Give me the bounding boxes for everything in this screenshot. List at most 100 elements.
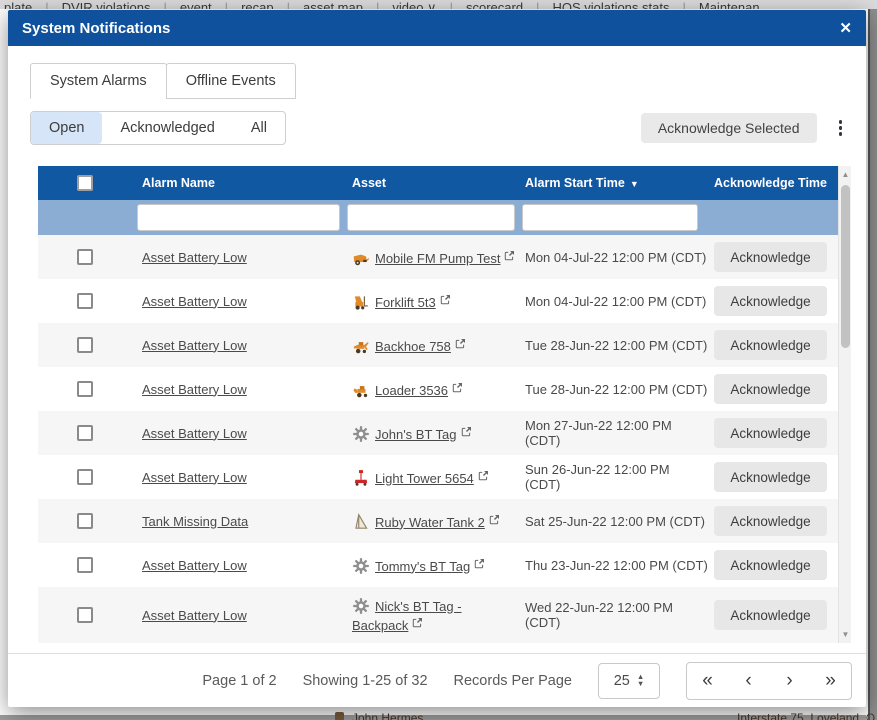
column-header-alarm-name[interactable]: Alarm Name	[142, 176, 215, 190]
select-all-checkbox[interactable]	[77, 175, 93, 191]
background-nav-item[interactable]: DVIR violations	[61, 0, 151, 9]
asset-link[interactable]: John's BT Tag	[375, 426, 457, 442]
background-nav-item[interactable]: plate	[4, 0, 33, 9]
alarm-name-link[interactable]: Asset Battery Low	[142, 337, 247, 353]
row-checkbox[interactable]	[77, 425, 93, 441]
filter-open[interactable]: Open	[31, 112, 103, 144]
backhoe-icon	[352, 337, 370, 355]
table-row: Asset Battery Low John's BT Tag Mon 27-J…	[38, 411, 838, 455]
next-page-button[interactable]: ›	[786, 669, 793, 691]
tab-label: System Alarms	[50, 73, 147, 89]
alarm-name-link[interactable]: Tank Missing Data	[142, 513, 249, 529]
nav-separator: |	[286, 0, 290, 9]
alarm-start-time-cell: Mon 27-Jun-22 12:00 PM (CDT)	[525, 418, 672, 448]
close-icon[interactable]: ✕	[839, 19, 852, 37]
external-link-icon	[504, 248, 515, 260]
sort-desc-icon: ▼	[629, 179, 639, 189]
scrollbar-thumb[interactable]	[841, 185, 850, 348]
start-time-filter-input[interactable]	[522, 204, 698, 231]
table-row: Asset Battery Low Backhoe 758 Tue 28-Jun…	[38, 323, 838, 367]
table-scrollbar[interactable]: ▲ ▼	[838, 166, 851, 643]
background-nav-item[interactable]: HOS violations stats	[552, 0, 670, 9]
acknowledge-selected-button[interactable]: Acknowledge Selected	[640, 113, 817, 143]
row-checkbox[interactable]	[77, 381, 93, 397]
external-link-icon	[452, 380, 463, 392]
column-header-asset[interactable]: Asset	[352, 176, 387, 190]
acknowledge-button[interactable]: Acknowledge	[714, 550, 827, 580]
alarm-name-link[interactable]: Asset Battery Low	[142, 425, 247, 441]
row-checkbox[interactable]	[77, 249, 93, 265]
row-checkbox[interactable]	[77, 337, 93, 353]
alarm-name-filter-input[interactable]	[137, 204, 340, 231]
filter-acknowledged[interactable]: Acknowledged	[120, 120, 215, 136]
prev-page-button[interactable]: ‹	[745, 669, 752, 691]
background-nav-item[interactable]: scorecard	[465, 0, 524, 9]
page-indicator: Page 1 of 2	[202, 672, 277, 689]
records-per-page-select[interactable]: 25 ▲ ▼	[598, 662, 660, 699]
background-nav-item[interactable]: recap	[241, 0, 274, 9]
per-page-value: 25	[613, 672, 630, 689]
tab-system-alarms[interactable]: System Alarms	[30, 63, 167, 99]
asset-link[interactable]: Tommy's BT Tag	[375, 558, 471, 574]
select-arrows-icon: ▲ ▼	[636, 672, 645, 688]
alarm-name-link[interactable]: Asset Battery Low	[142, 557, 247, 573]
alarm-name-link[interactable]: Asset Battery Low	[142, 469, 247, 485]
asset-link[interactable]: Ruby Water Tank 2	[375, 514, 485, 530]
asset-link[interactable]: Light Tower 5654	[375, 470, 474, 486]
asset-link[interactable]: Mobile FM Pump Test	[375, 250, 501, 266]
scroll-down-icon[interactable]: ▼	[841, 630, 850, 639]
table-row: Asset Battery Low Forklift 5t3 Mon 04-Ju…	[38, 279, 838, 323]
tab-offline-events[interactable]: Offline Events	[165, 63, 296, 99]
alarm-name-link[interactable]: Asset Battery Low	[142, 607, 247, 623]
first-page-button[interactable]: «	[702, 669, 713, 691]
asset-link[interactable]: Forklift 5t3	[375, 294, 436, 310]
modal-title: System Notifications	[22, 19, 171, 37]
bt-tag-icon	[352, 557, 370, 575]
table-row: Asset Battery Low Mobile FM Pump Test Mo…	[38, 235, 838, 279]
external-link-icon	[412, 615, 423, 627]
table-body: Asset Battery Low Mobile FM Pump Test Mo…	[38, 235, 838, 643]
table-row: Asset Battery Low Tommy's BT Tag Thu 23-…	[38, 543, 838, 587]
acknowledge-button[interactable]: Acknowledge	[714, 506, 827, 536]
pump-icon	[352, 249, 370, 267]
alarm-name-link[interactable]: Asset Battery Low	[142, 249, 247, 265]
row-checkbox[interactable]	[77, 607, 93, 623]
table-row: Asset Battery Low Light Tower 5654 Sun 2…	[38, 455, 838, 499]
asset-link[interactable]: Backhoe 758	[375, 338, 451, 354]
alarm-name-link[interactable]: Asset Battery Low	[142, 293, 247, 309]
row-checkbox[interactable]	[77, 469, 93, 485]
asset-filter-input[interactable]	[347, 204, 515, 231]
acknowledge-button[interactable]: Acknowledge	[714, 462, 827, 492]
acknowledge-button[interactable]: Acknowledge	[714, 286, 827, 316]
acknowledge-button[interactable]: Acknowledge	[714, 374, 827, 404]
background-page-edge	[868, 9, 877, 720]
asset-link[interactable]: Nick's BT Tag - Backpack	[352, 598, 462, 633]
kebab-menu-icon[interactable]	[837, 118, 845, 138]
row-checkbox[interactable]	[77, 293, 93, 309]
filter-all[interactable]: All	[250, 120, 267, 136]
row-checkbox[interactable]	[77, 557, 93, 573]
background-nav-item[interactable]: asset map	[302, 0, 363, 9]
alarm-start-time-cell: Tue 28-Jun-22 12:00 PM (CDT)	[525, 381, 708, 397]
last-page-button[interactable]: »	[825, 669, 836, 691]
pagination-bar: Page 1 of 2 Showing 1-25 of 32 Records P…	[8, 653, 866, 707]
asset-link[interactable]: Loader 3536	[375, 382, 449, 398]
status-filter-group: Open Acknowledged All	[30, 111, 286, 145]
acknowledge-button[interactable]: Acknowledge	[714, 242, 827, 272]
column-header-alarm-start-time[interactable]: Alarm Start Time ▼	[525, 176, 639, 190]
background-location-text: Interstate 75, Loveland, O	[737, 711, 876, 720]
background-nav-item[interactable]: video ∨	[392, 0, 437, 9]
row-checkbox[interactable]	[77, 513, 93, 529]
external-link-icon	[455, 336, 466, 348]
scroll-up-icon[interactable]: ▲	[841, 170, 850, 179]
nav-separator: |	[682, 0, 686, 9]
table-header-row: Alarm Name Asset Alarm Start Time ▼ Ackno…	[38, 166, 838, 200]
acknowledge-button[interactable]: Acknowledge	[714, 330, 827, 360]
acknowledge-button[interactable]: Acknowledge	[714, 600, 827, 630]
alarm-name-link[interactable]: Asset Battery Low	[142, 381, 247, 397]
background-nav-item[interactable]: event	[179, 0, 212, 9]
background-nav-item[interactable]: Maintenan	[698, 0, 760, 9]
alarm-start-time-cell: Tue 28-Jun-22 12:00 PM (CDT)	[525, 337, 708, 353]
acknowledge-button[interactable]: Acknowledge	[714, 418, 827, 448]
